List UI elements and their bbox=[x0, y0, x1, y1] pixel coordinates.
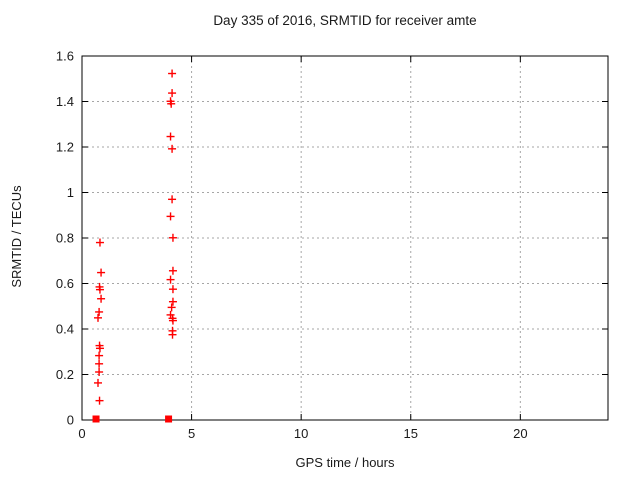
y-tick-label: 0.8 bbox=[56, 231, 74, 246]
data-point-marker bbox=[168, 285, 177, 294]
data-point-marker bbox=[97, 268, 106, 277]
y-tick-label: 0.6 bbox=[56, 276, 74, 291]
grid-lines bbox=[82, 56, 608, 420]
data-point-marker bbox=[166, 275, 175, 284]
data-point-marker bbox=[95, 367, 104, 376]
y-tick-label: 0.4 bbox=[56, 322, 74, 337]
data-point-marker bbox=[93, 378, 102, 387]
x-axis-label: GPS time / hours bbox=[295, 455, 395, 470]
data-point-marker bbox=[166, 132, 175, 141]
y-tick-label: 1 bbox=[67, 185, 74, 200]
tick-labels: 0 5 10 15 20 0 0.2 0.4 0.6 0.8 1 1.2 1.4 1.6 bbox=[56, 49, 528, 442]
y-tick-label: 0 bbox=[67, 413, 74, 428]
x-tick-label: 20 bbox=[513, 426, 527, 441]
data-point-marker bbox=[97, 294, 106, 303]
data-point-marker bbox=[168, 316, 177, 325]
data-point-marker bbox=[166, 212, 175, 221]
x-tick-label: 0 bbox=[78, 426, 85, 441]
data-point-marker bbox=[95, 359, 104, 368]
x-tick-label: 5 bbox=[188, 426, 195, 441]
chart-title: Day 335 of 2016, SRMTID for receiver amt… bbox=[213, 13, 477, 28]
y-tick-label: 1.6 bbox=[56, 49, 74, 64]
data-point-marker bbox=[168, 144, 177, 153]
series-filled-square bbox=[92, 415, 173, 423]
y-tick-label: 0.2 bbox=[56, 367, 74, 382]
data-point-marker bbox=[95, 238, 104, 247]
data-point-marker bbox=[168, 89, 177, 98]
y-tick-label: 1.4 bbox=[56, 94, 74, 109]
series-plus bbox=[93, 69, 177, 405]
tick-marks bbox=[81, 55, 608, 421]
data-point-marker bbox=[95, 285, 104, 294]
x-tick-label: 10 bbox=[294, 426, 308, 441]
data-point-marker bbox=[168, 330, 177, 339]
axis-border bbox=[81, 55, 609, 421]
data-point-marker bbox=[168, 233, 177, 242]
data-point-marker bbox=[167, 303, 176, 312]
data-point-marker bbox=[168, 266, 177, 275]
data-point-marker bbox=[168, 195, 177, 204]
data-point-marker bbox=[167, 99, 176, 108]
data-point-marker bbox=[92, 415, 100, 423]
x-tick-label: 15 bbox=[404, 426, 418, 441]
data-point-marker bbox=[168, 297, 177, 306]
data-point-marker bbox=[95, 396, 104, 405]
data-point-marker bbox=[93, 313, 102, 322]
data-point-marker bbox=[165, 415, 173, 423]
data-point-marker bbox=[95, 351, 104, 360]
y-tick-label: 1.2 bbox=[56, 140, 74, 155]
data-point-marker bbox=[95, 344, 104, 353]
data-point-marker bbox=[168, 69, 177, 78]
data-point-marker bbox=[95, 307, 104, 316]
